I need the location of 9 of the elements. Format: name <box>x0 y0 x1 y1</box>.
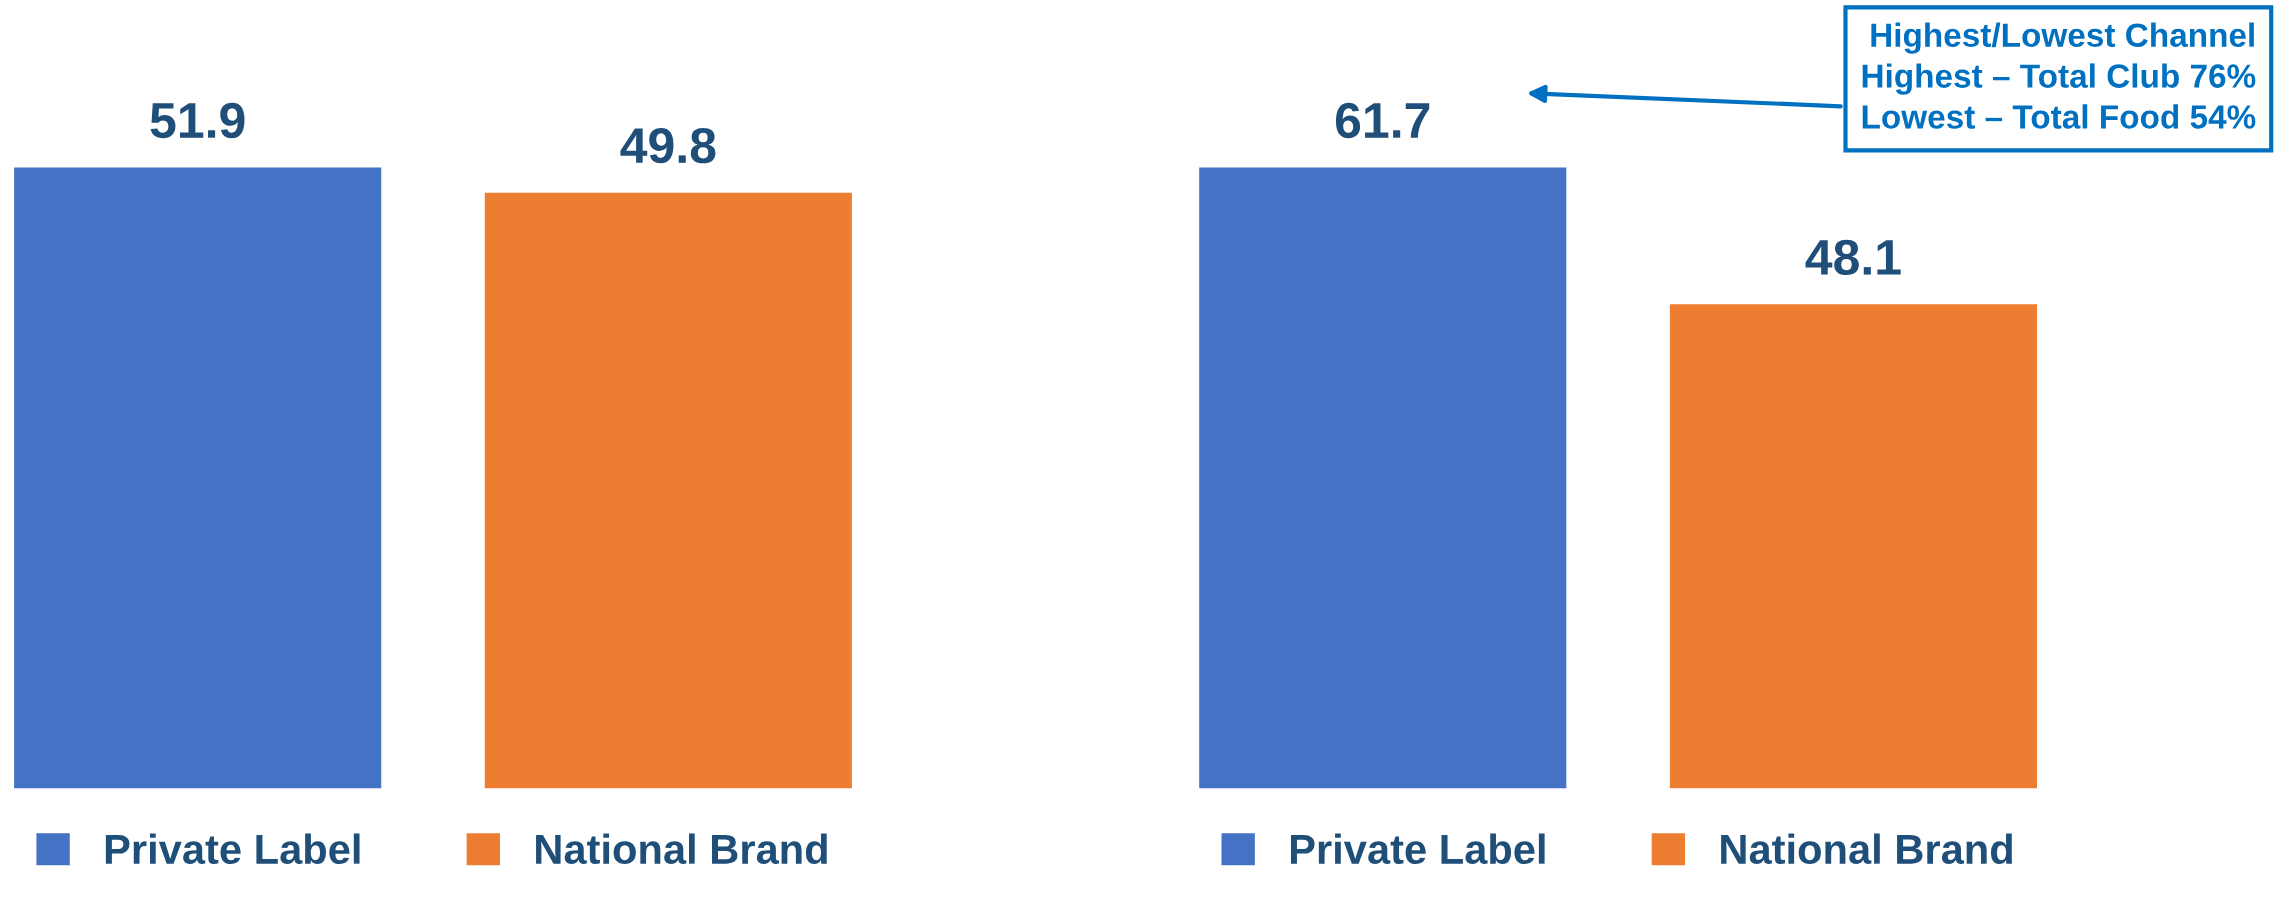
data-label: 48.1 <box>1805 239 1901 276</box>
legend-label: National Brand <box>536 833 827 865</box>
legend-label: Private Label <box>105 833 360 865</box>
legend-label: Private Label <box>1290 833 1545 865</box>
legend-label: National Brand <box>1721 833 2012 865</box>
text: Highest/Lowest Channel Highest – Total Club 76% Lowest – Total Food 54% <box>1862 22 2256 129</box>
data-label: 61.7 <box>1335 102 1430 139</box>
data-label: 49.8 <box>620 127 716 164</box>
data-label: 51.9 <box>150 102 245 139</box>
